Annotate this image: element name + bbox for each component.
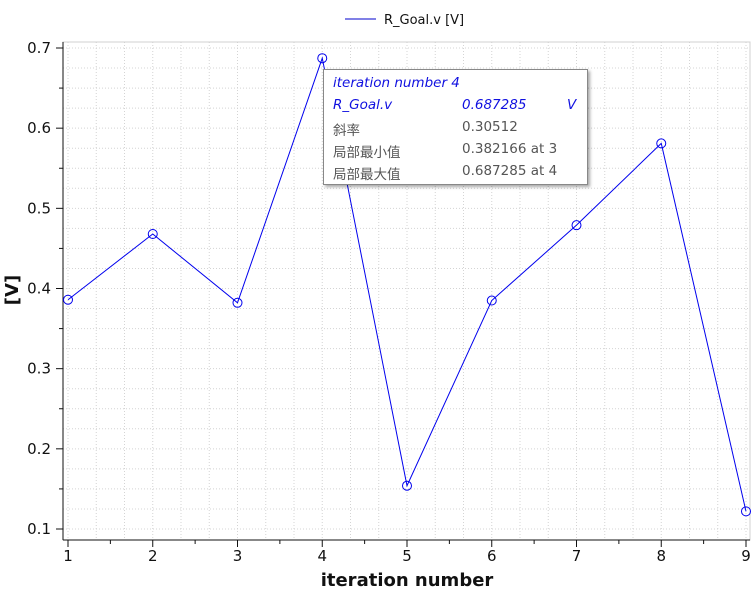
tooltip-series-value: 0.687285 — [462, 97, 527, 113]
data-point — [656, 138, 667, 149]
x-tick-label: 8 — [656, 547, 666, 565]
tooltip-series-unit: V — [567, 97, 577, 113]
x-tick-label: 3 — [233, 547, 243, 565]
y-tick-label: 0.7 — [27, 39, 51, 57]
y-tick-label: 0.6 — [27, 119, 51, 137]
tooltip-local-max-value: 0.687285 at 4 — [462, 163, 558, 179]
series-r-goal — [63, 53, 751, 517]
y-axis-label: [V] — [2, 275, 23, 305]
tooltip-slope-value: 0.30512 — [462, 119, 518, 135]
x-axis-label: iteration number — [321, 570, 494, 591]
legend-label: R_Goal.v [V] — [384, 13, 464, 28]
x-tick-label: 1 — [63, 547, 73, 565]
y-tick-label: 0.5 — [27, 199, 51, 217]
x-tick-label: 4 — [317, 547, 327, 565]
data-point — [232, 297, 243, 308]
y-tick-label: 0.2 — [27, 440, 51, 458]
data-point — [147, 228, 158, 239]
series-line — [67, 56, 747, 512]
y-tick-label: 0.3 — [27, 360, 51, 378]
legend[interactable]: R_Goal.v [V] — [345, 13, 464, 28]
tooltip-series-name: R_Goal.v — [333, 97, 393, 113]
x-tick-label: 5 — [402, 547, 412, 565]
data-point — [486, 295, 497, 306]
data-point — [402, 480, 412, 491]
x-tick-label: 2 — [148, 547, 158, 565]
tooltip-local-max-label: 局部最大值 — [333, 167, 401, 183]
grid — [63, 42, 750, 540]
y-tick-label: 0.1 — [27, 520, 51, 538]
data-point — [741, 506, 751, 517]
x-tick-label: 9 — [741, 547, 751, 565]
tooltip-local-min-label: 局部最小值 — [333, 145, 401, 161]
y-tick-label: 0.4 — [27, 280, 51, 298]
tooltip-slope-label: 斜率 — [333, 123, 360, 139]
data-point — [63, 294, 73, 305]
x-tick-label: 6 — [487, 547, 497, 565]
data-point — [571, 220, 582, 231]
data-tooltip: iteration number 4 R_Goal.v 0.687285 V 斜… — [323, 69, 588, 185]
tooltip-local-min-value: 0.382166 at 3 — [462, 141, 558, 157]
data-point — [317, 53, 328, 64]
x-tick-label: 7 — [572, 547, 582, 565]
axes: 0.1 0.2 0.3 0.4 0.5 0.6 0.7 1 2 3 4 5 6 7 8 9 — [27, 39, 751, 565]
tooltip-title: iteration number 4 — [333, 75, 460, 91]
